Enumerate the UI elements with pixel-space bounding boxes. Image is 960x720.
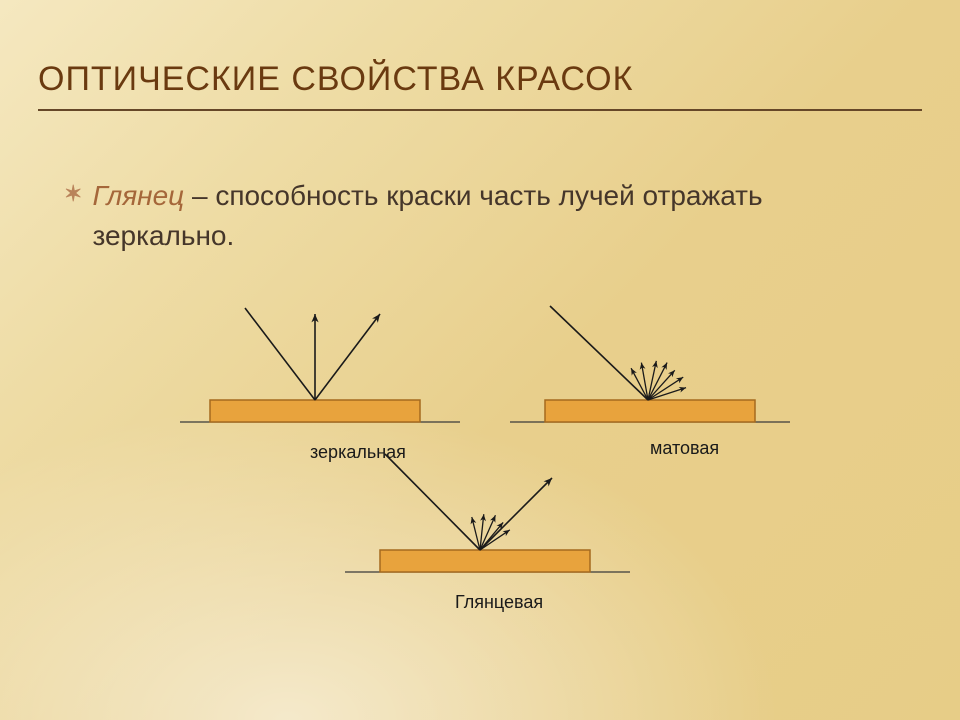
title-rule xyxy=(38,109,922,111)
svg-text:матовая: матовая xyxy=(650,438,719,458)
title-block: ОПТИЧЕСКИЕ СВОЙСТВА КРАСОК xyxy=(38,60,922,111)
bullet-icon: ✶ xyxy=(64,176,82,212)
slide: ОПТИЧЕСКИЕ СВОЙСТВА КРАСОК ✶ Глянец – сп… xyxy=(0,0,960,720)
body-text: ✶ Глянец – способность краски часть луче… xyxy=(64,176,896,256)
svg-text:зеркальная: зеркальная xyxy=(310,442,406,462)
svg-text:Глянцевая: Глянцевая xyxy=(455,592,543,612)
bullet-row: ✶ Глянец – способность краски часть луче… xyxy=(64,176,896,256)
bullet-content: Глянец – способность краски часть лучей … xyxy=(92,176,896,256)
reflection-figure: зеркальная матовая Глянцевая xyxy=(180,296,800,636)
term: Глянец xyxy=(92,180,184,211)
definition: – способность краски часть лучей отражат… xyxy=(92,180,762,251)
slide-title: ОПТИЧЕСКИЕ СВОЙСТВА КРАСОК xyxy=(38,60,922,99)
